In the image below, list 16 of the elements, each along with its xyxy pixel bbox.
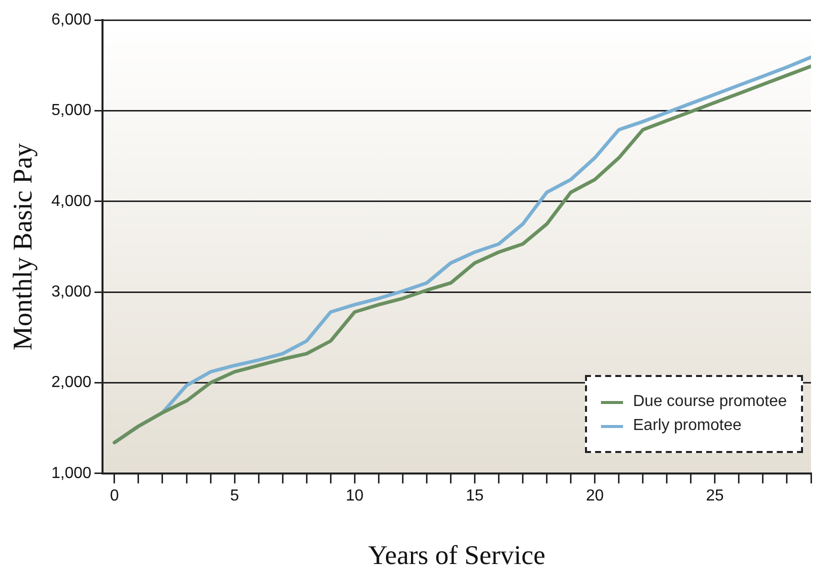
x-tick-label: 15 (466, 487, 484, 504)
x-tick-label: 20 (586, 487, 604, 504)
y-tick-label: 5,000 (51, 102, 92, 120)
y-tick-label: 4,000 (51, 192, 92, 210)
x-tick-label: 10 (346, 487, 364, 504)
legend-label: Early promotee (633, 417, 742, 436)
x-tick-label: 5 (230, 487, 240, 504)
y-tick-label: 1,000 (51, 464, 92, 482)
x-axis-title: Years of Service (368, 540, 546, 570)
x-tick-label: 25 (706, 487, 724, 504)
y-tick-label: 3,000 (51, 283, 92, 300)
legend-label: Due course promotee (633, 393, 787, 412)
y-tick-label: 2,000 (51, 374, 92, 392)
y-axis-title: Monthly Basic Pay (7, 142, 38, 350)
x-tick-label: 0 (110, 487, 119, 504)
y-tick-label: 6,000 (51, 11, 92, 28)
